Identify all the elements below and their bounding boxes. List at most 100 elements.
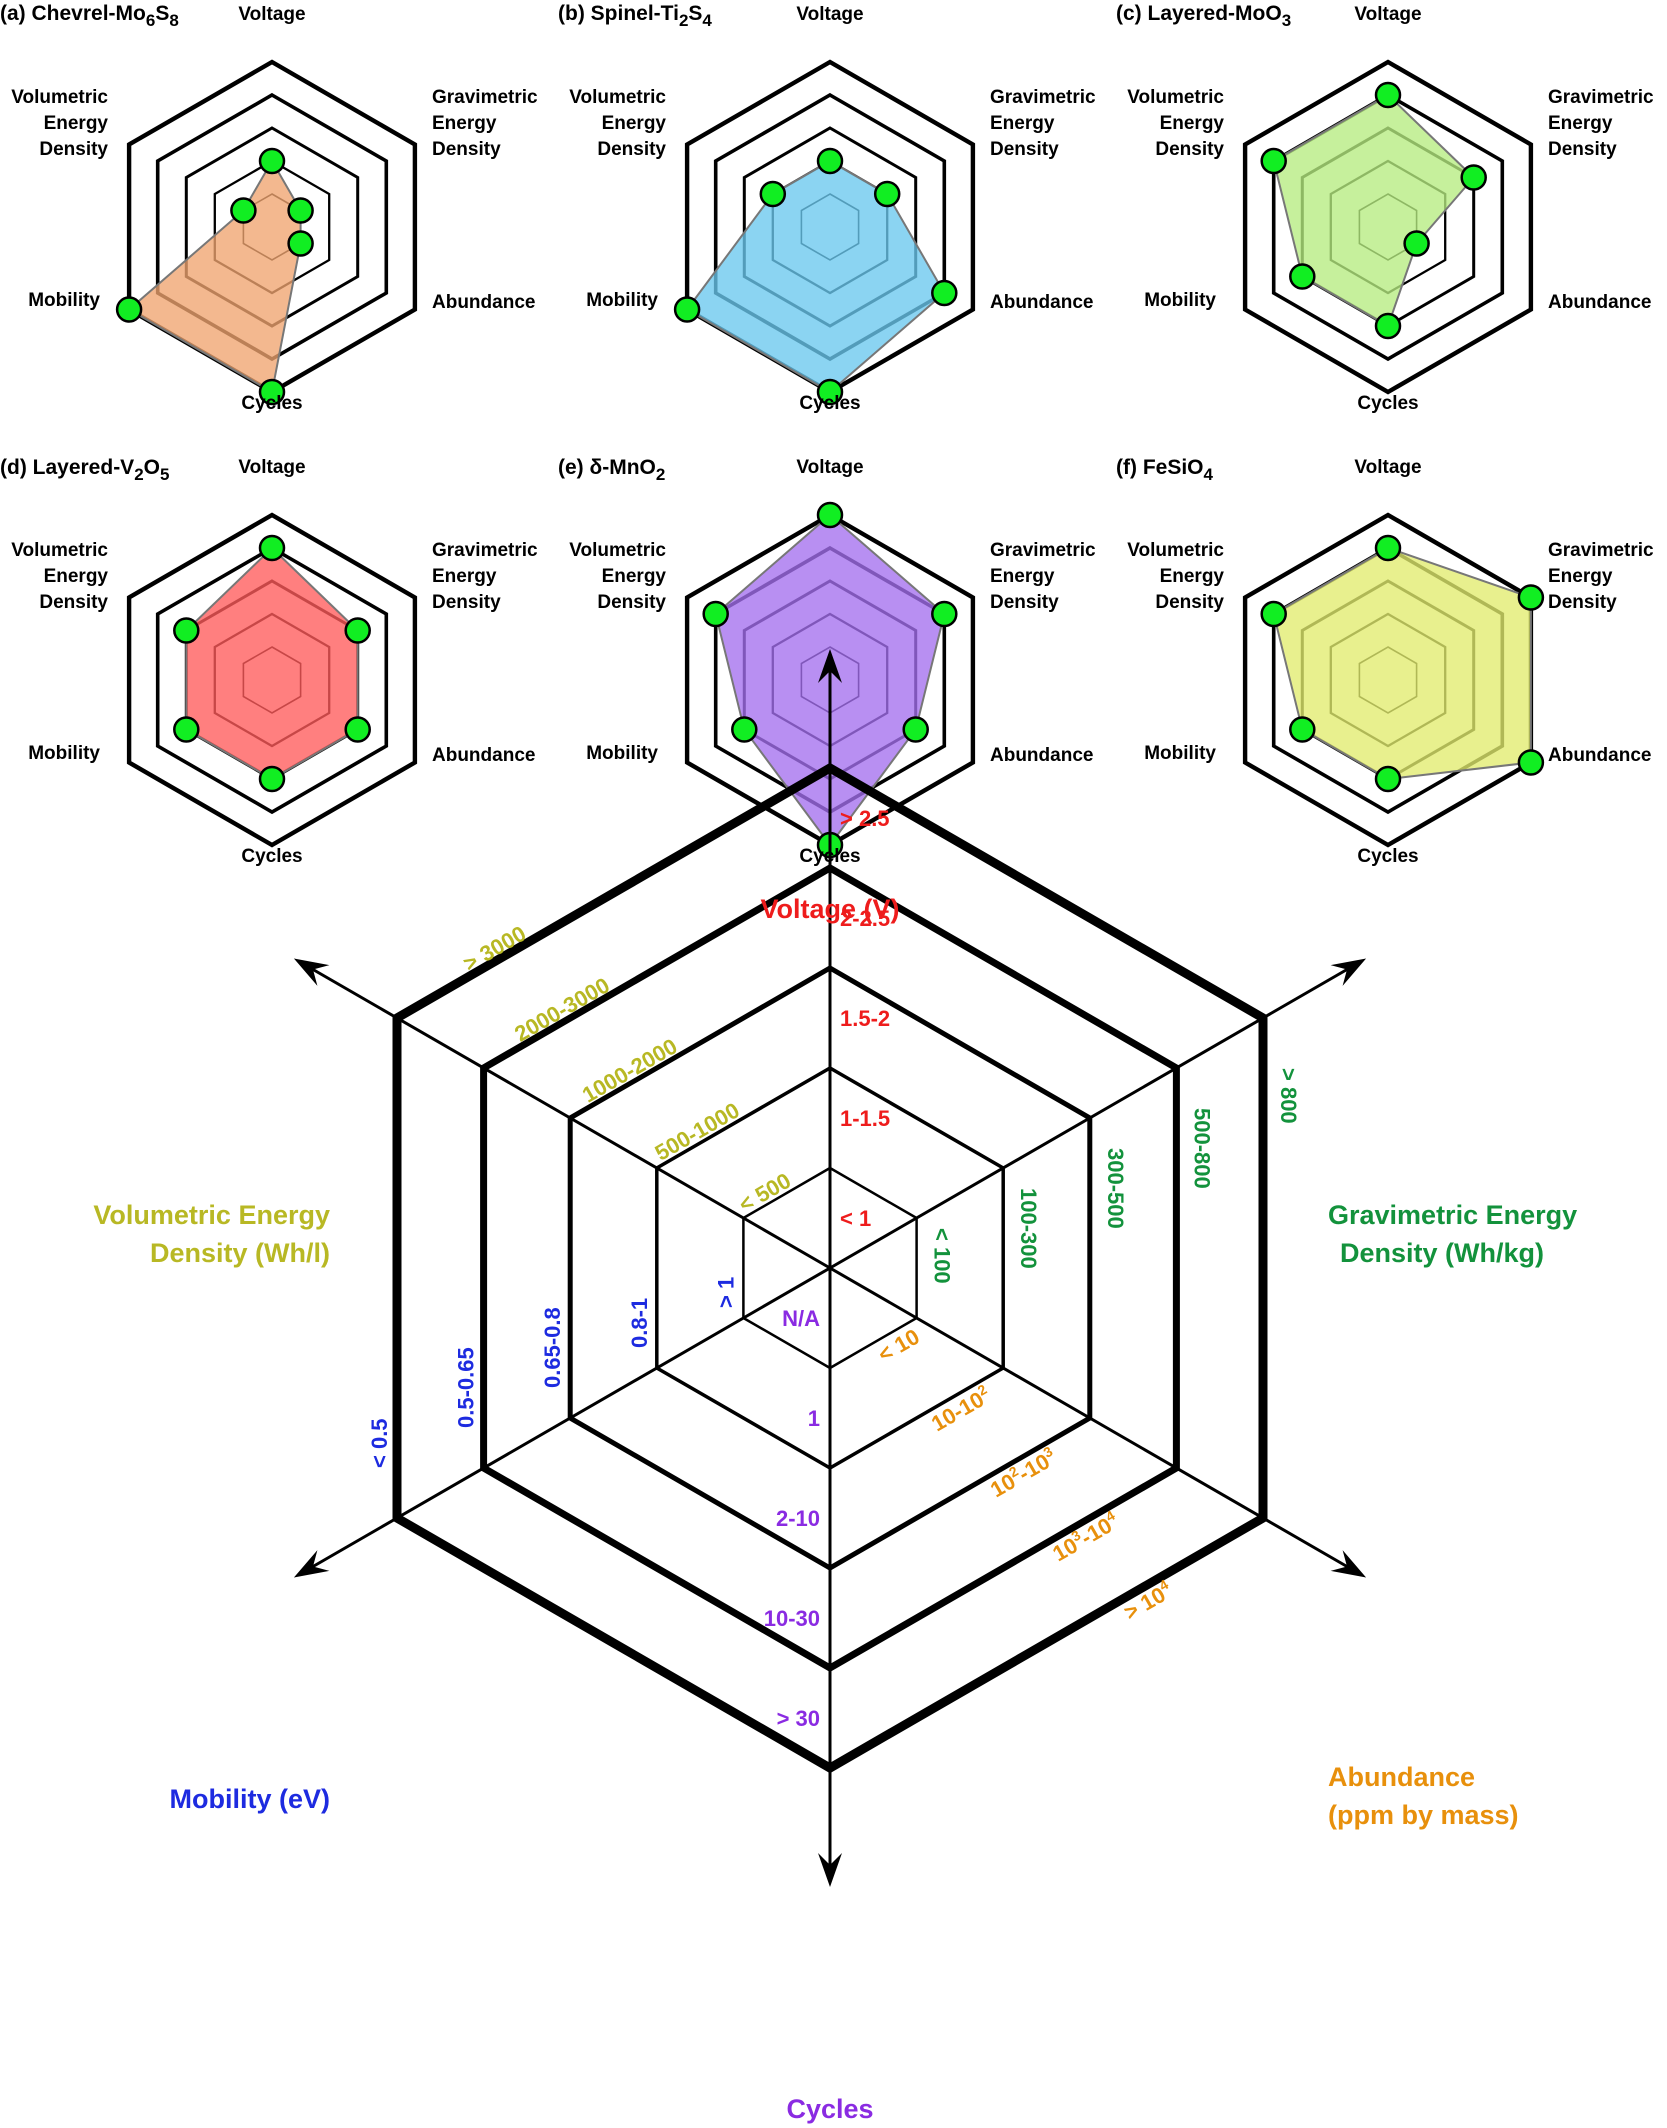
radar-chart-3: Voltage Gravimetric Energy Density Abundance… (1116, 2, 1654, 414)
axis-label-volumetric-2: Energy (44, 566, 109, 587)
axis-label-volumetric-3: Density (1155, 592, 1224, 613)
axis-label-gravimetric-3: Density (990, 592, 1059, 613)
voltage-range-3: 1.5-2 (840, 1006, 890, 1031)
axis-label-volumetric-1: Volumetric (569, 87, 666, 108)
axis-label-voltage: Voltage (238, 457, 305, 478)
axis-arrow-2 (1330, 958, 1367, 986)
axis-title-gravimetric-2: Density (Wh/kg) (1340, 1238, 1544, 1268)
axis-title-abundance-1: Abundance (1328, 1762, 1475, 1792)
data-point-cycles (258, 765, 286, 793)
chart-title: (d) Layered-V2O5 (0, 456, 169, 484)
axis-label-volumetric-2: Energy (602, 113, 667, 134)
data-point-abundance (1517, 749, 1545, 776)
data-area (1272, 93, 1476, 328)
axis-label-voltage: Voltage (238, 4, 305, 25)
data-point-voltage (1374, 534, 1402, 562)
gravimetric-range-1: < 100 (930, 1228, 955, 1284)
axis-label-volumetric-1: Volumetric (1127, 87, 1224, 108)
grid-ring-5 (1242, 59, 1534, 395)
data-point-abundance (902, 716, 929, 743)
data-area (1272, 546, 1532, 781)
axis-label-abundance: Abundance (990, 745, 1093, 766)
axis-label-gravimetric-2: Energy (432, 113, 497, 134)
legend-ring-4 (480, 863, 1180, 1673)
legend-ring-3 (567, 965, 1093, 1571)
data-point-gravimetric-energy-density (1517, 584, 1545, 611)
data-point-mobility (115, 296, 143, 323)
abundance-range-2: 10-102 (926, 1381, 995, 1437)
data-point-abundance (931, 279, 958, 307)
radar-chart-2: Voltage Gravimetric Energy Density Abundance… (558, 2, 1096, 414)
axis-label-gravimetric-1: Gravimetric (990, 540, 1096, 561)
gravimetric-range-4: 500-800 (1189, 1108, 1214, 1189)
axis-label-gravimetric-2: Energy (1548, 113, 1613, 134)
axis-label-abundance: Abundance (1548, 292, 1651, 313)
axis-label-volumetric-2: Energy (44, 113, 109, 134)
data-point-gravimetric-energy-density (931, 600, 958, 628)
axis-label-volumetric-2: Energy (1160, 566, 1225, 587)
data-point-mobility (731, 716, 758, 743)
data-point-volumetric-energy-density (1260, 147, 1287, 175)
radar-chart-1: Voltage Gravimetric Energy Density Abundance… (0, 2, 538, 414)
axis-label-gravimetric-1: Gravimetric (432, 540, 538, 561)
chart-title: (e) δ-MnO2 (558, 456, 665, 484)
mobility-range-1: > 1 (713, 1277, 738, 1308)
axis-label-volumetric-1: Volumetric (11, 87, 108, 108)
axis-title-gravimetric-1: Gravimetric Energy (1328, 1200, 1577, 1230)
data-point-mobility (173, 716, 200, 743)
chart-title: (f) FeSiO4 (1116, 456, 1214, 484)
mobility-range-3: 0.65-0.8 (540, 1307, 565, 1388)
data-point-mobility (673, 296, 701, 323)
axis-label-abundance: Abundance (432, 292, 535, 313)
abundance-range-1: < 10 (874, 1324, 924, 1367)
chart-title: (a) Chevrel-Mo6S8 (0, 2, 179, 30)
axis-label-mobility: Mobility (1144, 743, 1216, 764)
axis-arrow-4 (818, 1853, 842, 1887)
axis-label-volumetric-2: Energy (1160, 113, 1225, 134)
cycles-range-4: 10-30 (764, 1606, 820, 1631)
data-point-gravimetric-energy-density (873, 180, 901, 208)
data-point-volumetric-energy-density (759, 180, 787, 208)
axis-label-gravimetric-1: Gravimetric (990, 87, 1096, 108)
axis-label-gravimetric-2: Energy (990, 566, 1055, 587)
axis-label-volumetric-3: Density (597, 592, 666, 613)
axis-label-volumetric-1: Volumetric (11, 540, 108, 561)
chart-title: (c) Layered-MoO3 (1116, 2, 1291, 30)
axis-label-mobility: Mobility (28, 290, 100, 311)
data-point-abundance (287, 230, 314, 257)
legend-radar-chart: < 1 1-1.5 1.5-2 2-2.5 > 2.5 N/A 1 2-10 10-30 > 30… (93, 649, 1577, 2124)
data-point-voltage (816, 501, 844, 529)
axis-label-volumetric-1: Volumetric (569, 540, 666, 561)
axis-label-cycles: Cycles (1357, 846, 1418, 867)
axis-label-volumetric-2: Energy (602, 566, 667, 587)
data-point-volumetric-energy-density (230, 197, 257, 224)
axis-label-mobility: Mobility (586, 743, 658, 764)
axis-label-voltage: Voltage (1354, 457, 1421, 478)
axis-label-gravimetric-1: Gravimetric (432, 87, 538, 108)
axis-arrow-3 (1330, 1550, 1367, 1578)
data-point-abundance (344, 716, 371, 743)
data-point-volumetric-energy-density (173, 617, 200, 644)
axis-label-gravimetric-2: Energy (432, 566, 497, 587)
data-point-voltage (258, 147, 286, 175)
data-point-cycles (1374, 312, 1402, 340)
axis-label-volumetric-3: Density (39, 139, 108, 160)
axis-label-volumetric-3: Density (597, 139, 666, 160)
grid-ring-5 (126, 512, 418, 848)
volumetric-range-1: < 500 (734, 1168, 795, 1217)
mobility-range-4: 0.5-0.65 (454, 1347, 479, 1428)
axis-arrow-6 (293, 958, 330, 986)
axis-label-volumetric-1: Volumetric (1127, 540, 1224, 561)
axis-label-abundance: Abundance (432, 745, 535, 766)
radar-chart-4: Voltage Gravimetric Energy Density Abundance… (0, 456, 538, 867)
voltage-range-4: 2-2.5 (840, 906, 890, 931)
data-point-voltage (816, 147, 844, 175)
data-point-voltage (1374, 81, 1402, 109)
axis-label-volumetric-3: Density (39, 592, 108, 613)
data-area (685, 159, 946, 394)
voltage-range-1: < 1 (840, 1206, 871, 1231)
mobility-range-5: < 0.5 (367, 1418, 392, 1468)
axis-label-mobility: Mobility (28, 743, 100, 764)
axis-label-cycles: Cycles (241, 846, 302, 867)
